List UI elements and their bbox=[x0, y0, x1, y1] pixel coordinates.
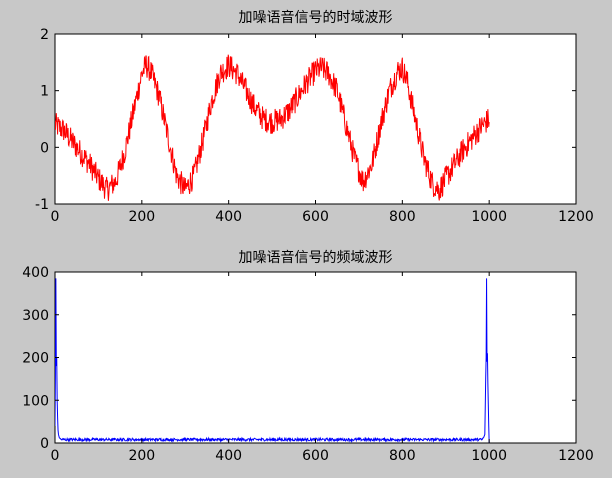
freq-domain-xtick-label: 1000 bbox=[471, 448, 507, 464]
freq-domain-axes bbox=[54, 271, 577, 444]
freq-domain-xtick-label: 800 bbox=[389, 448, 416, 464]
time-domain-xtick-label: 800 bbox=[389, 209, 416, 225]
time-domain-xtick-label: 600 bbox=[302, 209, 329, 225]
freq-domain-ytick-label: 300 bbox=[22, 308, 49, 324]
time-domain-series-line bbox=[55, 54, 490, 201]
freq-domain-xtick-label: 600 bbox=[302, 448, 329, 464]
time-domain-xtick-label: 1200 bbox=[558, 209, 594, 225]
time-domain-xtick-label: 400 bbox=[215, 209, 242, 225]
freq-domain-ytick-label: 200 bbox=[22, 351, 49, 367]
freq-domain-plot: 加噪语音信号的频域波形 0 200 400 600 800 1000 1200 0 100 200… bbox=[22, 249, 594, 464]
freq-domain-series bbox=[55, 278, 490, 443]
freq-domain-xtick-label: 1200 bbox=[558, 448, 594, 464]
freq-domain-ytick-label: 400 bbox=[22, 265, 49, 281]
freq-domain-ytick-label: 0 bbox=[40, 436, 49, 452]
freq-domain-ytick-label: 100 bbox=[22, 393, 49, 409]
time-domain-ytick-label: 0 bbox=[40, 140, 49, 156]
freq-domain-xtick-label: 200 bbox=[128, 448, 155, 464]
freq-domain-xtick-label: 0 bbox=[51, 448, 60, 464]
freq-domain-ticks: 0 200 400 600 800 1000 1200 0 100 200 300 400 bbox=[22, 265, 594, 464]
time-domain-xtick-label: 1000 bbox=[471, 209, 507, 225]
freq-domain-xtick-label: 400 bbox=[215, 448, 242, 464]
freq-domain-series-line bbox=[55, 278, 490, 443]
time-domain-series bbox=[55, 54, 490, 201]
time-domain-xtick-label: 0 bbox=[51, 209, 60, 225]
time-domain-ytick-label: 2 bbox=[40, 27, 49, 43]
freq-domain-title: 加噪语音信号的频域波形 bbox=[239, 249, 393, 266]
time-domain-ytick-label: 1 bbox=[40, 84, 49, 100]
time-domain-title: 加噪语音信号的时域波形 bbox=[239, 9, 393, 26]
time-domain-xtick-label: 200 bbox=[128, 209, 155, 225]
time-domain-ytick-label: -1 bbox=[35, 197, 49, 213]
